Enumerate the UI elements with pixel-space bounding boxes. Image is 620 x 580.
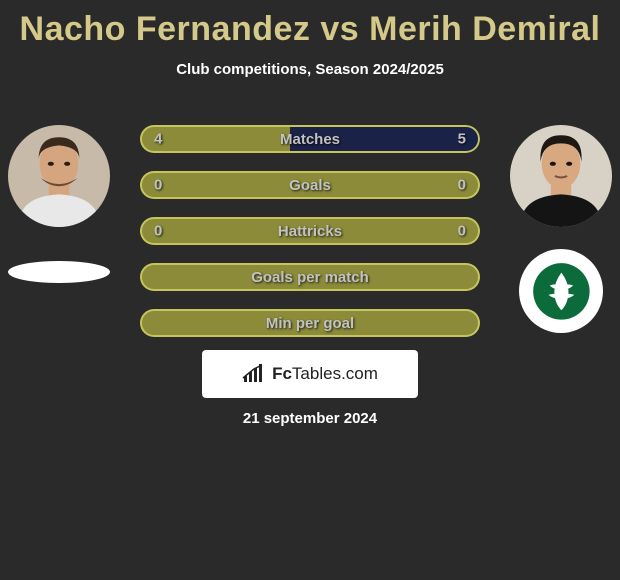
page-title: Nacho Fernandez vs Merih Demiral: [0, 0, 620, 49]
bar-label: Goals: [289, 177, 331, 194]
stat-bar: 4 5 Matches: [140, 125, 480, 153]
player-right-avatar: [510, 125, 612, 227]
logo-rest: Tables.com: [292, 364, 378, 383]
right-column: [510, 125, 612, 333]
stat-bar: 0 0 Hattricks: [140, 217, 480, 245]
person-silhouette-icon: [8, 125, 110, 227]
bar-label: Goals per match: [251, 269, 369, 286]
date-text: 21 september 2024: [0, 410, 620, 427]
player-left-avatar: [8, 125, 110, 227]
player-left-club-badge: [8, 261, 110, 283]
person-silhouette-icon: [510, 125, 612, 227]
stat-bar: 0 0 Goals: [140, 171, 480, 199]
bar-value-left: 0: [154, 177, 162, 194]
player-right-club-badge: [519, 249, 603, 333]
club-emblem-icon: [532, 262, 591, 321]
bar-label: Hattricks: [278, 223, 342, 240]
left-column: [8, 125, 110, 283]
bar-value-left: 4: [154, 131, 162, 148]
stat-bar: Min per goal: [140, 309, 480, 337]
bar-label: Matches: [280, 131, 340, 148]
logo-bold: Fc: [272, 364, 292, 383]
stat-bar: Goals per match: [140, 263, 480, 291]
bar-value-right: 5: [458, 131, 466, 148]
bar-value-right: 0: [458, 223, 466, 240]
bar-value-right: 0: [458, 177, 466, 194]
bar-chart-icon: [242, 364, 266, 384]
bar-label: Min per goal: [266, 315, 354, 332]
site-logo-box: FcTables.com: [202, 350, 418, 398]
logo-text: FcTables.com: [272, 364, 378, 384]
stats-bars: 4 5 Matches 0 0 Goals 0 0 Hattricks Goals per mat…: [140, 125, 480, 355]
bar-value-left: 0: [154, 223, 162, 240]
subtitle: Club competitions, Season 2024/2025: [0, 61, 620, 78]
